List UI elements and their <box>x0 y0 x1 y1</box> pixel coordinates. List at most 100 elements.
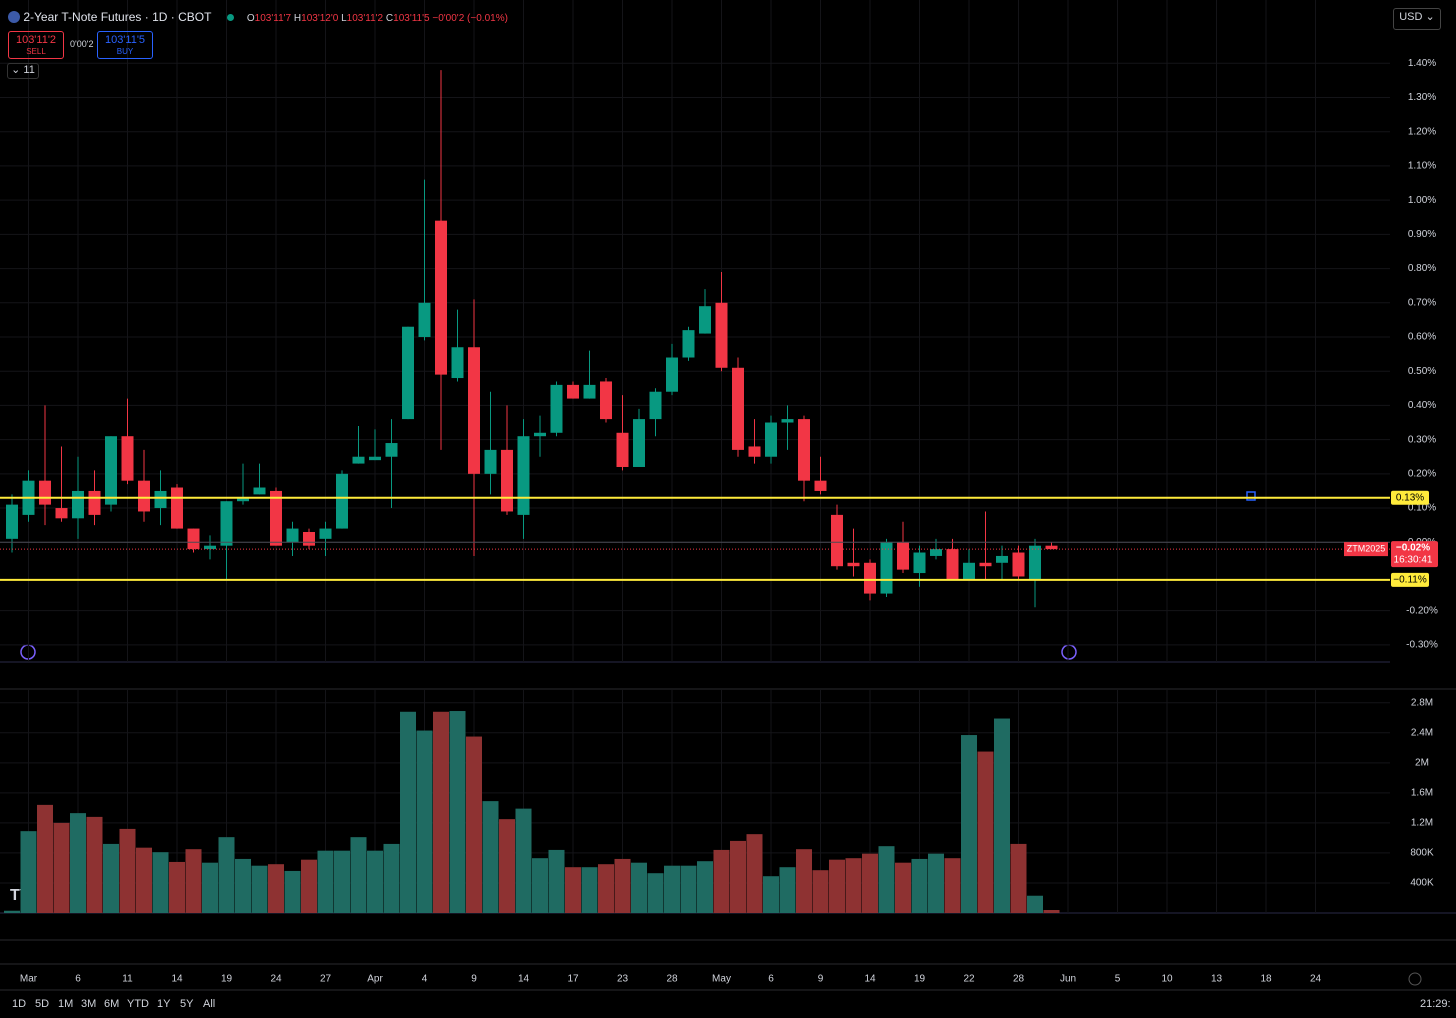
candle-body <box>55 508 68 519</box>
volume-bar <box>86 816 103 913</box>
candle-body <box>633 419 645 467</box>
range-button[interactable]: 1Y <box>157 998 171 1010</box>
range-button[interactable]: 3M <box>81 998 97 1010</box>
candle-body <box>946 549 959 580</box>
x-tick-label: 28 <box>666 974 678 985</box>
candle-body <box>402 326 414 420</box>
candle-body <box>501 449 513 512</box>
range-button[interactable]: 5Y <box>180 998 194 1010</box>
candle-body <box>468 347 480 474</box>
y-tick-label: 800K <box>1410 848 1434 859</box>
candle-body <box>583 384 596 399</box>
line-label-bg <box>1391 490 1429 505</box>
auto-scale[interactable] <box>1408 972 1422 986</box>
candle-body <box>319 528 332 539</box>
x-tick-label: 6 <box>768 974 774 985</box>
candle-body <box>187 528 200 550</box>
volume-bar <box>482 801 499 913</box>
candle-body <box>72 490 84 519</box>
line-handle[interactable] <box>1246 491 1256 501</box>
change: −0'00'2 (−0.01%) <box>432 13 508 24</box>
x-tick-label: 14 <box>864 974 876 985</box>
candle-body <box>204 545 216 550</box>
volume-bar <box>631 862 647 913</box>
y-tick-label: 0.30% <box>1408 434 1436 445</box>
last-price-bg <box>1391 541 1438 568</box>
ohlc-value: 103'11'2 <box>346 13 384 24</box>
range-button[interactable]: 6M <box>104 998 120 1010</box>
volume-bar <box>1027 895 1043 913</box>
ohlc-label: C <box>385 13 394 24</box>
volume-bar <box>746 834 763 913</box>
candle-body <box>831 514 843 567</box>
x-tick-label: 23 <box>617 974 629 985</box>
volume-bar <box>565 867 581 913</box>
candle-body <box>220 501 233 546</box>
candle-body <box>897 542 909 570</box>
volume-bar <box>235 858 251 913</box>
y-tick-label: 1.20% <box>1408 126 1436 137</box>
y-tick-label: 0.50% <box>1408 366 1436 377</box>
candle-body <box>6 504 18 539</box>
candle-body <box>286 528 299 543</box>
candle-body <box>451 347 464 379</box>
y-tick-label: 2.8M <box>1411 697 1433 708</box>
y-tick-label: -0.30% <box>1406 640 1438 651</box>
candle-body <box>369 456 381 461</box>
candle-body <box>1012 552 1025 577</box>
candle-body <box>154 490 167 509</box>
candle-body <box>517 436 530 515</box>
x-tick-label: 13 <box>1211 974 1223 985</box>
volume-bar <box>218 837 235 913</box>
volume-bar <box>119 828 136 913</box>
currency-select[interactable]: USD ⌄ <box>1393 8 1441 30</box>
ohlc-value: 103'11'7 <box>254 13 292 24</box>
line-label: −0.11% <box>1393 575 1427 586</box>
candle-body <box>715 302 728 368</box>
volume-bar <box>878 846 895 913</box>
candle-body <box>847 562 860 567</box>
ohlc-label: H <box>293 13 302 24</box>
y-tick-label: 0.90% <box>1408 229 1436 240</box>
range-button[interactable]: All <box>203 998 216 1010</box>
y-tick-label: -0.20% <box>1406 605 1438 616</box>
x-tick-label: 9 <box>818 974 824 985</box>
volume-bar <box>895 862 911 913</box>
x-tick-label: Mar <box>20 974 38 985</box>
volume-bar <box>581 867 598 913</box>
x-tick-label: Jun <box>1060 974 1076 985</box>
volume-bar <box>713 849 730 913</box>
buy-price: 103'11'5 <box>104 34 146 46</box>
candle-body <box>798 419 810 481</box>
y-tick-label: 1.2M <box>1411 818 1433 829</box>
volume-bar <box>911 858 928 913</box>
volume-bar <box>977 751 994 913</box>
volume-bar <box>499 819 515 913</box>
range-button[interactable]: YTD <box>127 998 149 1010</box>
x-tick-label: 17 <box>567 974 579 985</box>
candle-body <box>171 487 183 529</box>
volume-bar <box>70 813 86 913</box>
candle-body <box>418 302 431 337</box>
volume-bar <box>779 867 796 913</box>
volume-bar <box>796 849 812 913</box>
range-button[interactable]: 1D <box>12 998 27 1010</box>
volume-bar <box>268 864 284 913</box>
x-tick-label: 5 <box>1115 974 1121 985</box>
flag <box>8 11 20 23</box>
range-button[interactable]: 5D <box>35 998 50 1010</box>
volume-bar <box>944 858 961 913</box>
currency: USD <box>1399 11 1423 23</box>
y-tick-label: 0.40% <box>1408 400 1436 411</box>
x-tick-label: 28 <box>1013 974 1025 985</box>
range-button[interactable]: 1M <box>58 998 74 1010</box>
indicator-toggle[interactable]: ⌄ 11 <box>7 63 39 79</box>
x-tick-label: 4 <box>422 974 428 985</box>
sell-button[interactable]: 103'11'2 SELL <box>8 31 64 59</box>
candle-body <box>534 432 546 437</box>
volume-bar <box>334 850 350 913</box>
buy-button[interactable]: 103'11'5 BUY <box>97 31 153 59</box>
candle-body <box>550 384 563 433</box>
candle-body <box>979 562 992 567</box>
